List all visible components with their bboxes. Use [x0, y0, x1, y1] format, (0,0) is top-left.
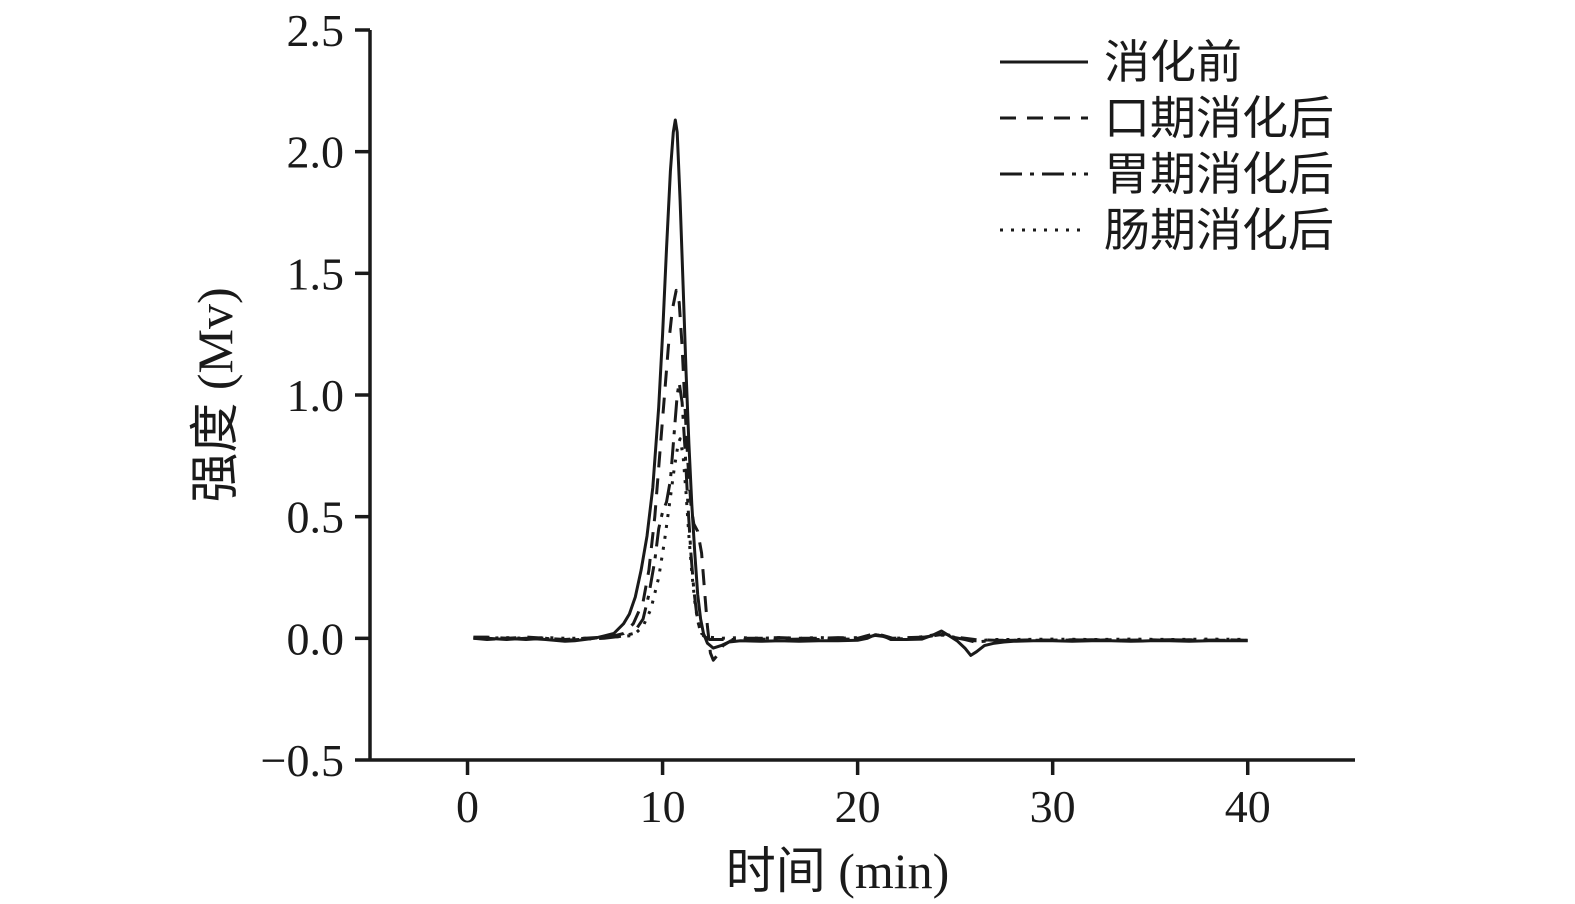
y-tick-label: 0.0: [287, 613, 345, 664]
y-tick-label: 0.5: [287, 492, 345, 543]
legend-item: 消化前: [1000, 37, 1242, 88]
y-tick-label: 1.0: [287, 370, 345, 421]
x-axis-title: 时间 (min): [726, 843, 950, 899]
series-line-1: [473, 288, 1248, 662]
legend-label: 肠期消化后: [1104, 205, 1334, 256]
legend-item: 肠期消化后: [1000, 205, 1334, 256]
legend-label: 口期消化后: [1104, 93, 1334, 144]
legend-item: 口期消化后: [1000, 93, 1334, 144]
x-tick-label: 10: [640, 781, 686, 832]
x-tick-label: 30: [1030, 781, 1076, 832]
y-tick-label: 2.5: [287, 5, 345, 56]
y-tick-label: 1.5: [287, 248, 345, 299]
legend-label: 胃期消化后: [1104, 149, 1334, 200]
series-line-0: [473, 118, 1248, 657]
series-line-3: [473, 437, 1248, 643]
series-line-2: [473, 381, 1248, 644]
legend-item: 胃期消化后: [1000, 149, 1334, 200]
y-tick-label: 2.0: [287, 127, 345, 178]
legend-label: 消化前: [1104, 37, 1242, 88]
x-tick-label: 20: [835, 781, 881, 832]
y-tick-label: −0.5: [261, 735, 344, 786]
y-axis-title: 强度 (Mv): [187, 287, 243, 502]
x-tick-label: 0: [456, 781, 479, 832]
x-tick-label: 40: [1225, 781, 1271, 832]
